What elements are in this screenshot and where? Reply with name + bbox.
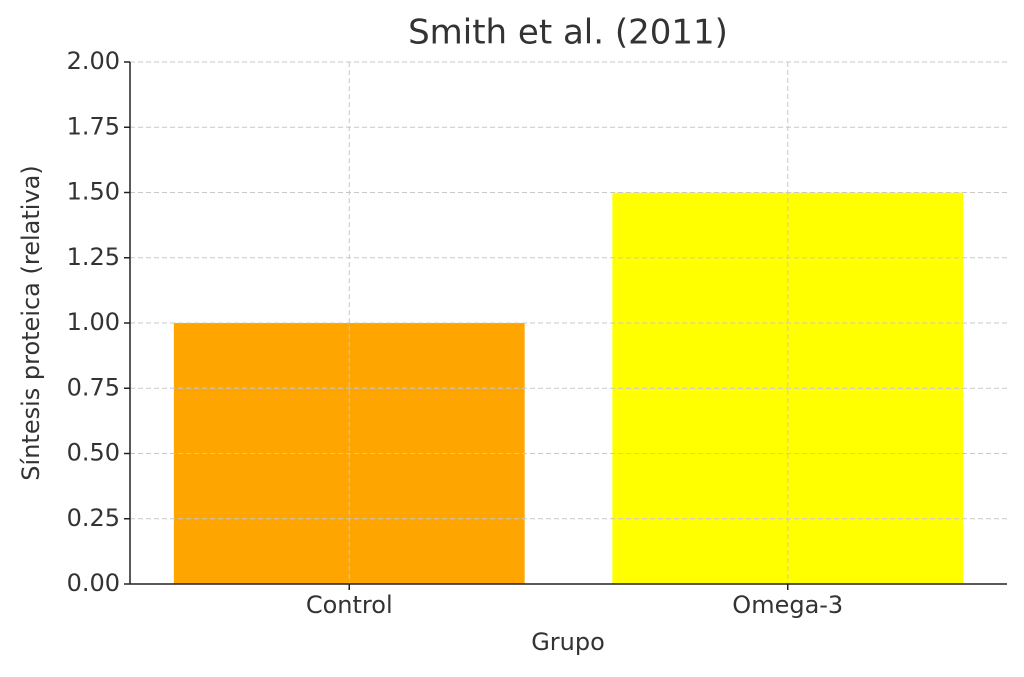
chart-title: Smith et al. (2011) bbox=[408, 13, 728, 53]
y-tick-label: 1.00 bbox=[67, 308, 120, 336]
x-axis-label: Grupo bbox=[531, 628, 605, 656]
y-tick-label: 1.50 bbox=[67, 178, 120, 206]
x-tick-label: Omega-3 bbox=[732, 591, 843, 619]
y-tick-label: 0.25 bbox=[67, 504, 120, 532]
y-tick-label: 0.75 bbox=[67, 373, 120, 401]
y-tick-label: 0.50 bbox=[67, 439, 120, 467]
y-tick-label: 2.00 bbox=[67, 47, 120, 75]
y-tick-label: 0.00 bbox=[67, 569, 120, 597]
y-tick-label: 1.25 bbox=[67, 243, 120, 271]
y-tick-label: 1.75 bbox=[67, 112, 120, 140]
y-axis-label: Síntesis proteica (relativa) bbox=[17, 165, 45, 480]
x-tick-label: Control bbox=[306, 591, 393, 619]
